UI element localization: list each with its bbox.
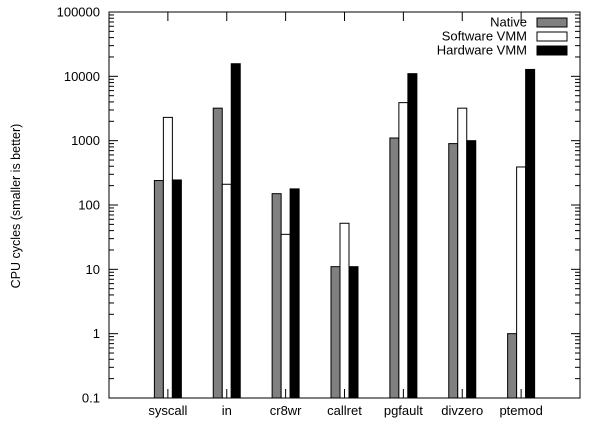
- x-tick-label-ptemod: ptemod: [499, 403, 542, 418]
- bar-ptemod-software-vmm: [516, 166, 527, 399]
- y-tick-label: 10000: [64, 69, 100, 84]
- y-tick-label: 1: [93, 326, 100, 341]
- bar-cr8wr-native: [271, 193, 282, 399]
- bars-group: [153, 63, 536, 399]
- bar-syscall-hardware-vmm: [171, 179, 182, 399]
- legend-label-software-vmm: Software VMM: [442, 29, 527, 44]
- bar-ptemod-native: [507, 333, 518, 399]
- legend-label-native: Native: [490, 15, 527, 30]
- x-tick-label-cr8wr: cr8wr: [270, 403, 302, 418]
- bar-pgfault-hardware-vmm: [407, 73, 418, 399]
- y-tick-label: 1000: [71, 133, 100, 148]
- legend-swatch-native: [536, 17, 568, 28]
- y-axis-label: CPU cycles (smaller is better): [9, 124, 23, 289]
- x-tick-label-callret: callret: [327, 403, 362, 418]
- bar-cr8wr-hardware-vmm: [289, 188, 300, 399]
- x-axis-ticks: syscall in cr8wr callret pgfault divzero ptemo…: [148, 12, 543, 418]
- bar-divzero-hardware-vmm: [466, 140, 477, 399]
- y-tick-label: 100: [78, 198, 100, 213]
- bar-cr8wr-software-vmm: [280, 233, 291, 399]
- bar-callret-native: [330, 266, 341, 399]
- legend-label-hardware-vmm: Hardware VMM: [437, 43, 527, 58]
- bar-divzero-software-vmm: [457, 107, 468, 399]
- bar-in-software-vmm: [221, 183, 232, 399]
- x-tick-label-syscall: syscall: [148, 403, 187, 418]
- bar-in-hardware-vmm: [230, 63, 241, 399]
- y-tick-label: 10: [86, 262, 100, 277]
- bar-ptemod-hardware-vmm: [525, 68, 536, 399]
- bar-pgfault-native: [389, 137, 400, 399]
- bar-divzero-native: [448, 143, 459, 399]
- x-tick-label-pgfault: pgfault: [384, 403, 423, 418]
- bar-syscall-software-vmm: [162, 116, 173, 399]
- x-tick-label-divzero: divzero: [441, 403, 483, 418]
- legend-swatch-hardware-vmm: [536, 45, 568, 56]
- y-tick-label: 100000: [57, 5, 100, 20]
- bar-pgfault-software-vmm: [398, 102, 409, 399]
- bar-callret-software-vmm: [339, 222, 350, 399]
- bar-in-native: [212, 107, 223, 399]
- x-tick-label-in: in: [222, 403, 232, 418]
- bar-syscall-native: [153, 180, 164, 399]
- legend-swatch-software-vmm: [536, 31, 568, 42]
- y-tick-label: 0.1: [82, 391, 100, 406]
- bar-callret-hardware-vmm: [348, 266, 359, 399]
- plot-frame: [108, 11, 581, 399]
- y-axis-ticks: 0.1 1 10 100 1000 10000 100000: [57, 5, 580, 406]
